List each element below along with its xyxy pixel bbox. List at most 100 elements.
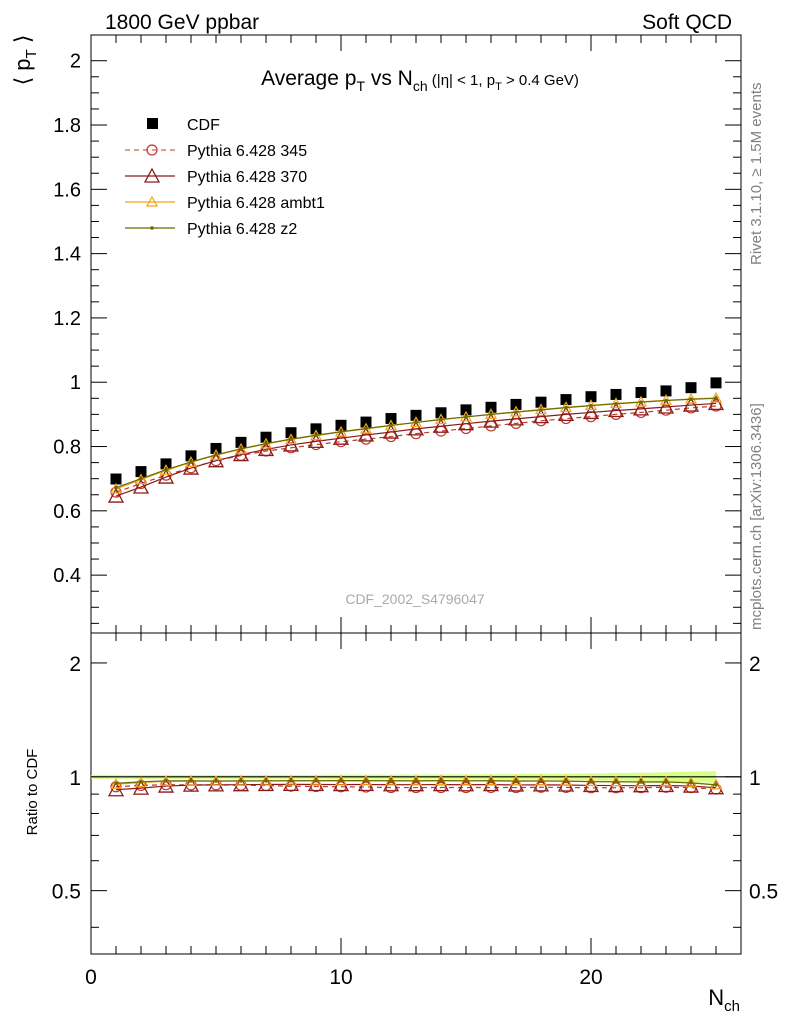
- point-pythia-6-428-370: [357, 426, 375, 442]
- point-cdf: [460, 404, 472, 416]
- ratio-y-tick-label: 1: [69, 767, 81, 790]
- legend-item-cdf: CDF: [147, 117, 220, 134]
- ratio-point-pythia-6-428-370: [632, 777, 650, 793]
- x-tick-label: 10: [329, 966, 352, 989]
- point-pythia-6-428-370: [207, 452, 225, 468]
- point-pythia-6-428-z2: [539, 408, 543, 412]
- point-pythia-6-428-z2: [314, 433, 318, 438]
- y-tick-label: 0.8: [53, 437, 81, 459]
- point-pythia-6-428-ambt1: [634, 395, 648, 407]
- legend-marker-ambt1: [145, 195, 159, 207]
- point-cdf: [160, 458, 172, 470]
- point-pythia-6-428-370: [457, 415, 475, 431]
- xlabel-a: N: [708, 985, 724, 1010]
- ratio-point-pythia-6-428-z2: [714, 783, 718, 787]
- legend-item-370: Pythia 6.428 370: [125, 167, 307, 186]
- point-cdf: [660, 385, 672, 397]
- ratio-point-pythia-6-428-z2: [489, 778, 493, 783]
- point-cdf: [110, 473, 122, 485]
- point-pythia-6-428-370: [332, 429, 350, 445]
- ratio-point-pythia-6-428-370: [407, 776, 425, 792]
- ratio-point-pythia-6-428-z2: [214, 779, 218, 783]
- title-main: Average p: [261, 67, 356, 90]
- ratio-point-pythia-6-428-z2: [639, 780, 643, 784]
- title-sub1: T: [356, 78, 365, 94]
- ratio-point-pythia-6-428-ambt1: [109, 778, 123, 789]
- ratio-point-pythia-6-428-ambt1: [584, 775, 598, 787]
- point-pythia-6-428-370: [582, 404, 600, 420]
- point-cdf: [510, 398, 522, 410]
- ratio-point-pythia-6-428-z2: [189, 779, 193, 783]
- point-pythia-6-428-z2: [664, 398, 668, 403]
- ratio-point-pythia-6-428-370: [257, 776, 275, 792]
- point-pythia-6-428-z2: [364, 426, 368, 431]
- ratio-point-pythia-6-428-z2: [314, 778, 318, 783]
- legend-label-345: Pythia 6.428 345: [187, 143, 307, 160]
- legend-label-z2: Pythia 6.428 z2: [187, 221, 297, 238]
- legend-label-ambt1: Pythia 6.428 ambt1: [187, 195, 325, 212]
- ratio-point-pythia-6-428-370: [332, 776, 350, 792]
- title-cond-sub: T: [495, 81, 502, 93]
- legend-marker-z2: [150, 226, 154, 230]
- ratio-point-pythia-6-428-ambt1: [634, 775, 648, 787]
- point-pythia-6-428-370: [382, 423, 400, 439]
- point-cdf: [535, 396, 547, 408]
- point-pythia-6-428-370: [632, 400, 650, 416]
- point-pythia-6-428-370: [682, 396, 700, 412]
- point-pythia-6-428-z2: [439, 417, 443, 422]
- y-axis-label: ⟨ pT ⟩: [10, 35, 40, 86]
- ratio-axes: 0.5 0.51 12 20 10 20: [52, 633, 778, 989]
- y-tick-label: 0.4: [53, 565, 81, 587]
- point-pythia-6-428-370: [232, 446, 250, 462]
- y-tick-label: 2: [70, 51, 81, 73]
- point-pythia-6-428-370: [157, 468, 175, 484]
- point-pythia-6-428-370: [432, 417, 450, 433]
- point-pythia-6-428-370: [307, 433, 325, 449]
- ratio-point-pythia-6-428-z2: [414, 779, 418, 783]
- main-axes: 0.4 0.6 0.8 1 1.2 1.4 1.6 1.8 2: [53, 35, 741, 633]
- y-tick-label: 1.8: [53, 115, 81, 137]
- point-pythia-6-428-z2: [189, 460, 193, 464]
- legend-label-cdf: CDF: [187, 117, 220, 134]
- ratio-point-pythia-6-428-ambt1: [559, 774, 573, 786]
- ylabel-sub: T: [23, 49, 40, 58]
- header-right: Soft QCD: [642, 11, 732, 34]
- point-pythia-6-428-z2: [339, 429, 343, 434]
- title-mid: vs N: [365, 67, 413, 90]
- point-pythia-6-428-z2: [239, 446, 243, 451]
- series-line-pythia-6-428-345: [115, 405, 717, 493]
- point-pythia-6-428-370: [132, 478, 150, 494]
- point-pythia-6-428-z2: [489, 412, 493, 417]
- point-pythia-6-428-z2: [514, 410, 518, 414]
- ratio-point-pythia-6-428-z2: [464, 779, 468, 783]
- y-tick-label: 1.2: [53, 308, 81, 330]
- ratio-point-pythia-6-428-z2: [114, 781, 118, 786]
- ratio-plot-frame: [90, 632, 742, 955]
- point-pythia-6-428-ambt1: [159, 464, 173, 475]
- point-pythia-6-428-z2: [564, 405, 568, 410]
- ratio-point-pythia-6-428-370: [682, 777, 700, 793]
- ratio-point-pythia-6-428-370: [357, 776, 375, 792]
- ratio-y-tick-label: 2: [69, 653, 81, 676]
- point-pythia-6-428-z2: [389, 423, 393, 428]
- ratio-series: [107, 774, 725, 797]
- point-cdf: [485, 401, 497, 413]
- ratio-point-pythia-6-428-ambt1: [509, 774, 523, 786]
- point-pythia-6-428-370: [107, 487, 125, 503]
- x-axis-label: Nch: [708, 985, 740, 1015]
- ratio-point-pythia-6-428-ambt1: [659, 775, 673, 787]
- y-tick-label: 1.6: [53, 179, 81, 201]
- point-pythia-6-428-370: [507, 410, 525, 426]
- ratio-y-tick-label: 0.5: [52, 881, 81, 904]
- ylabel-b: ⟩: [10, 35, 35, 50]
- ratio-point-pythia-6-428-z2: [689, 781, 693, 785]
- legend-item-z2: Pythia 6.428 z2: [125, 221, 297, 238]
- point-pythia-6-428-ambt1: [659, 393, 673, 405]
- main-title: Average pT vs Nch (|η| < 1, pT > 0.4 GeV…: [261, 67, 579, 94]
- point-pythia-6-428-345: [560, 412, 572, 425]
- legend-marker-cdf: [147, 118, 158, 129]
- point-pythia-6-428-345: [535, 415, 547, 427]
- mcplots-label: mcplots.cern.ch [arXiv:1306.3436]: [748, 403, 765, 630]
- point-cdf: [185, 450, 197, 462]
